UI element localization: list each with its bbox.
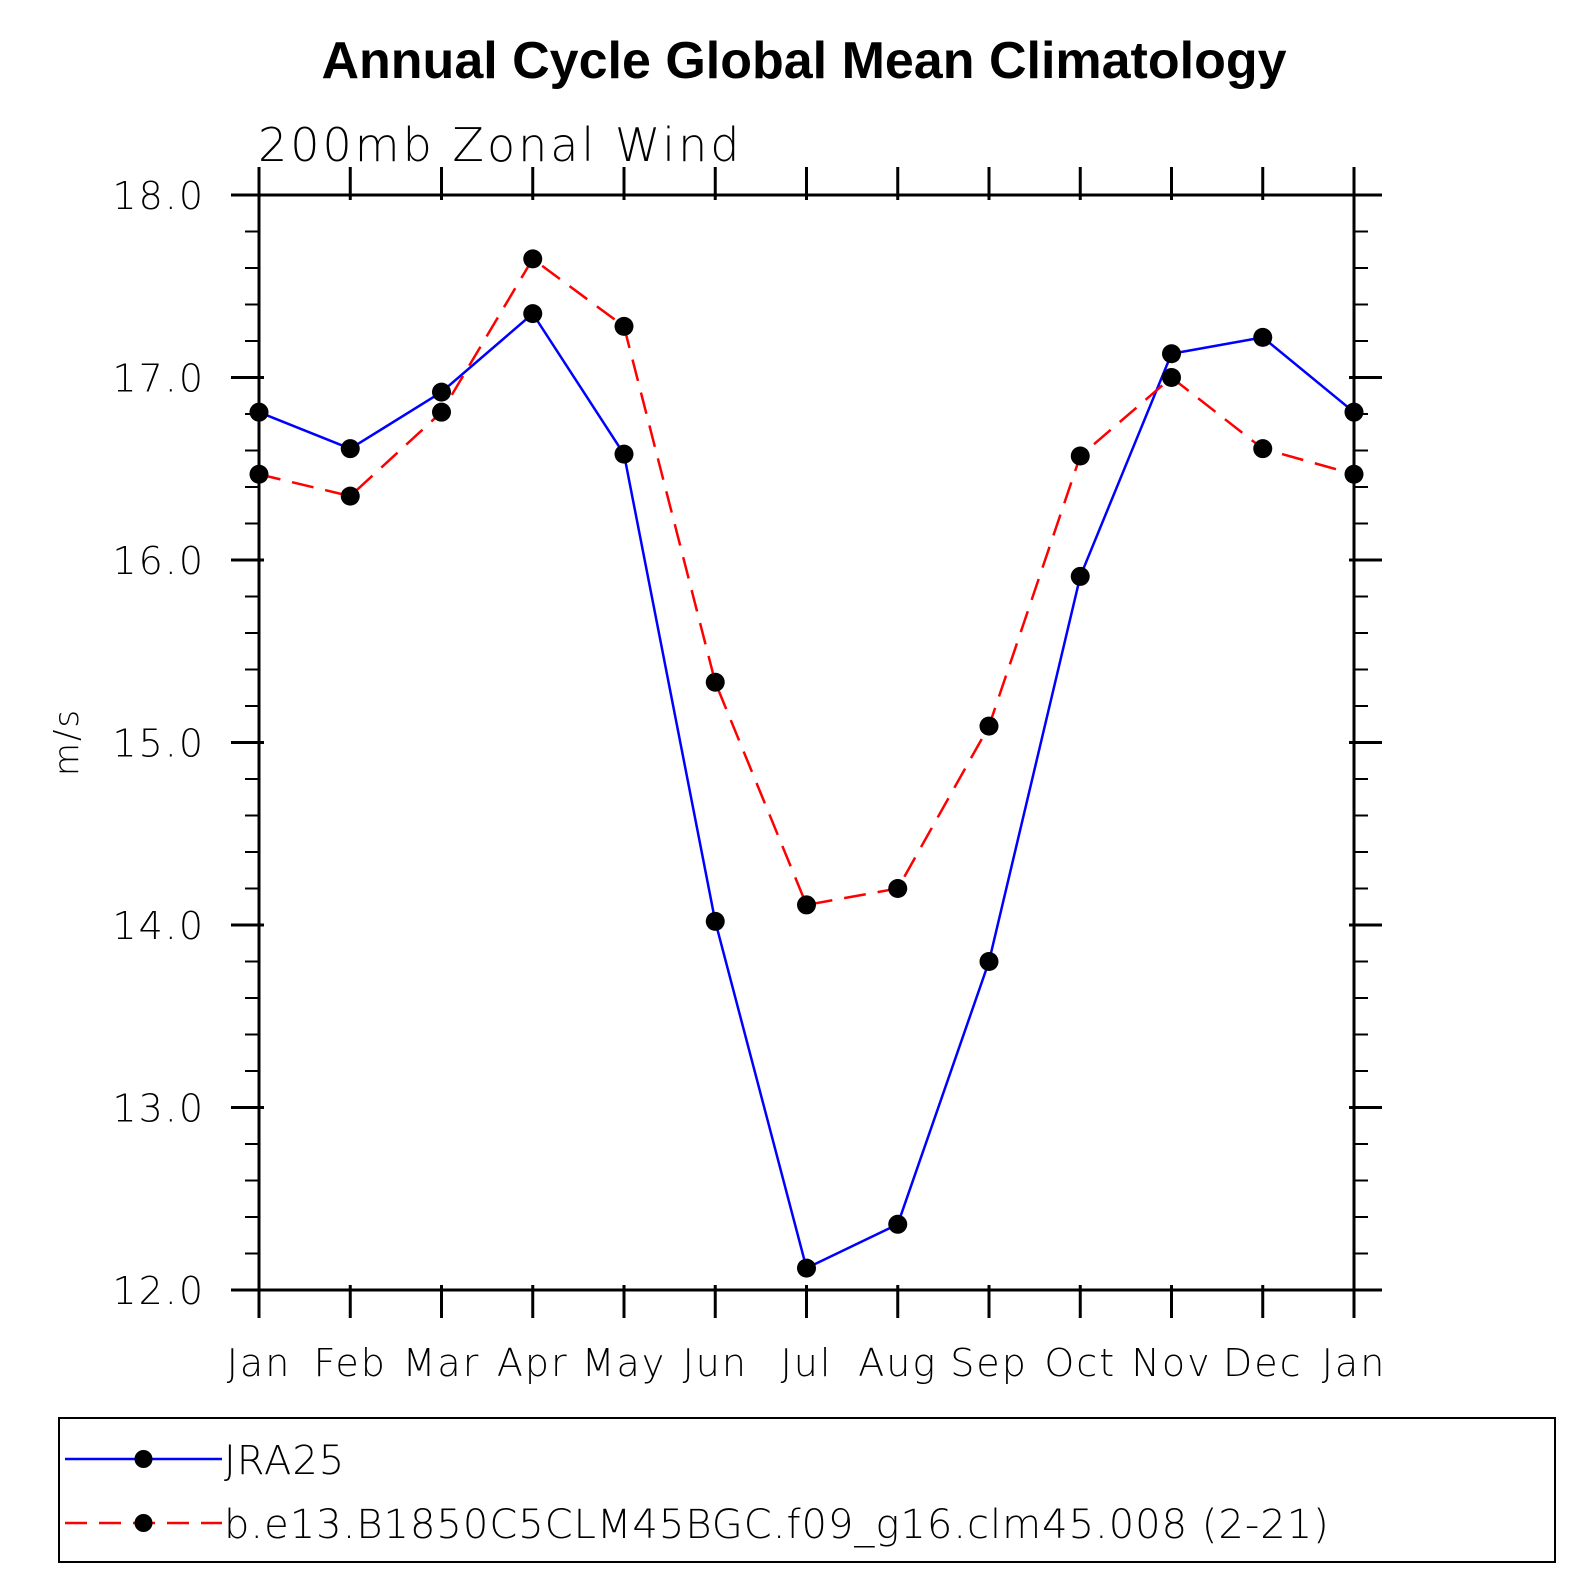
data-point-s0-0	[249, 402, 269, 422]
x-tick-label-5: Jun	[683, 1341, 748, 1385]
data-point-s1-11	[1253, 439, 1273, 459]
y-tick-label-6: 18.0	[112, 174, 205, 218]
legend-marker-jra25	[134, 1450, 153, 1468]
tick-labels: Jan Feb Mar Apr May Jun Jul Aug Sep Oct Nov Dec Jan 1…	[112, 174, 1387, 1385]
y-tick-label-5: 17.0	[112, 357, 205, 401]
x-tick-label-1: Feb	[314, 1341, 387, 1385]
legend-label-jra25: JRA25	[224, 1438, 345, 1484]
x-tick-label-7: Aug	[858, 1341, 937, 1385]
x-tick-label-0: Jan	[227, 1341, 292, 1385]
y-tick-label-0: 12.0	[112, 1269, 205, 1313]
x-tick-label-11: Dec	[1223, 1341, 1303, 1385]
data-point-s0-3	[523, 304, 543, 324]
data-point-s1-12	[1344, 464, 1364, 484]
data-point-s1-9	[1070, 446, 1090, 466]
data-point-s0-1	[340, 439, 360, 459]
chart-subtitle: 200mb Zonal Wind	[258, 118, 742, 172]
axis-ticks	[231, 167, 1382, 1318]
y-axis-label: m/s	[47, 708, 87, 776]
plot-frame	[257, 193, 1356, 1292]
data-point-s1-1	[340, 486, 360, 506]
series-line-0	[258, 312, 1355, 1270]
data-point-s0-10	[1162, 344, 1181, 364]
y-tick-label-4: 16.0	[112, 539, 205, 583]
data-point-s1-3	[523, 249, 543, 269]
series-line-1	[258, 257, 1355, 907]
chart-title: Annual Cycle Global Mean Climatology	[321, 32, 1286, 90]
x-tick-label-10: Nov	[1131, 1341, 1211, 1385]
legend-label-model: b.e13.B1850C5CLM45BGC.f09_g16.clm45.008 …	[224, 1502, 1330, 1548]
y-tick-label-3: 15.0	[112, 722, 205, 766]
data-point-s0-7	[888, 1214, 908, 1234]
data-point-s0-2	[432, 382, 451, 402]
data-markers	[249, 249, 1364, 1278]
data-point-s0-12	[1344, 402, 1364, 422]
x-tick-label-2: Mar	[403, 1341, 481, 1385]
data-point-s0-8	[979, 952, 999, 971]
legend-marker-model	[134, 1514, 153, 1532]
legend-box	[58, 1417, 1556, 1563]
x-tick-label-3: Apr	[497, 1341, 569, 1385]
legend: JRA25 b.e13.B1850C5CLM45BGC.f09_g16.clm4…	[58, 1417, 1556, 1563]
data-point-s1-10	[1162, 368, 1181, 387]
data-point-s1-2	[432, 402, 451, 422]
y-tick-label-2: 14.0	[112, 904, 205, 948]
x-tick-label-12: Jan	[1322, 1341, 1387, 1385]
x-tick-label-4: May	[582, 1341, 667, 1385]
data-point-s0-9	[1070, 566, 1090, 586]
y-tick-label-1: 13.0	[112, 1087, 205, 1131]
data-point-s0-6	[797, 1258, 816, 1278]
x-tick-label-6: Jul	[781, 1341, 833, 1385]
data-point-s0-5	[705, 911, 725, 931]
x-tick-label-8: Sep	[950, 1341, 1028, 1385]
data-point-s1-6	[797, 895, 816, 915]
data-point-s1-4	[614, 316, 634, 336]
data-point-s0-11	[1253, 327, 1273, 347]
x-tick-label-9: Oct	[1044, 1341, 1116, 1385]
data-point-s1-8	[979, 716, 999, 736]
data-point-s1-7	[888, 879, 908, 898]
data-point-s1-0	[249, 464, 269, 484]
series-lines	[258, 257, 1355, 1270]
data-point-s0-4	[614, 444, 634, 464]
data-point-s1-5	[705, 672, 725, 692]
